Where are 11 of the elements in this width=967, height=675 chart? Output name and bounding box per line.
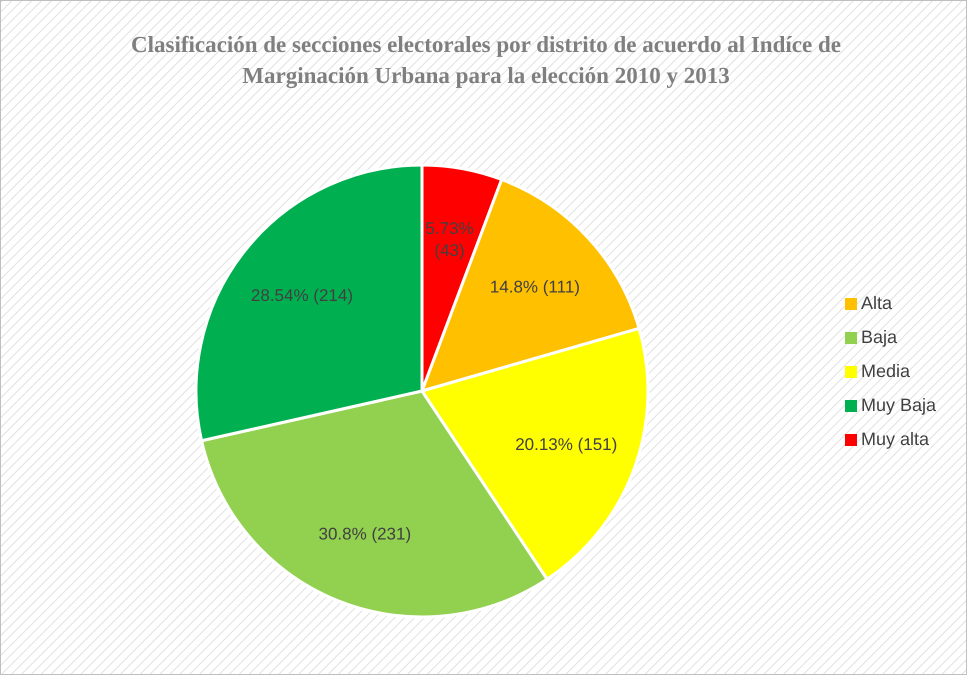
legend-label: Media [860, 361, 910, 381]
data-label: 28.54% (214) [250, 286, 353, 306]
data-label: 30.8% (231) [318, 524, 412, 544]
legend-label: Baja [860, 327, 897, 347]
chart-title: Clasificación de secciones electorales por distrito de acuerdo al Indíce de Marginación Urbana para la elección 2010 y 2013 [130, 31, 842, 90]
data-label: 20.13% (151) [515, 434, 618, 454]
legend-label: Alta [860, 293, 892, 313]
legend-label: Muy Baja [860, 395, 936, 415]
legend-label: Muy alta [860, 429, 929, 449]
data-label: 14.8% (111) [490, 278, 580, 297]
data-label: 5.73% (43) [425, 218, 474, 260]
